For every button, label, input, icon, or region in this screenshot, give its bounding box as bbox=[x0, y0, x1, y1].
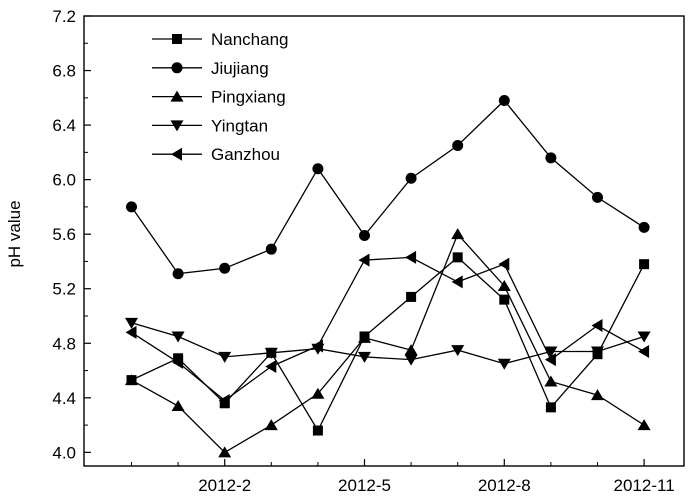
axis-ticks: 4.0 4.4 4.8 5.2 5.6 6.0 6.4 6.8 7.2 2012-2 2012-5 2… bbox=[52, 7, 674, 495]
legend-label-pingxiang: Pingxiang bbox=[211, 88, 286, 107]
data-point-ganzhou bbox=[125, 325, 137, 339]
data-point-ganzhou bbox=[405, 250, 417, 264]
x-tick-label: 2012-2 bbox=[198, 476, 251, 495]
data-point-pingxiang bbox=[171, 400, 185, 411]
data-point-jiujiang bbox=[126, 201, 137, 213]
data-point-nanchang bbox=[639, 259, 650, 270]
data-point-nanchang bbox=[312, 425, 323, 436]
data-point-nanchang bbox=[545, 402, 556, 413]
data-point-jiujiang bbox=[638, 221, 650, 233]
data-point-ganzhou bbox=[311, 339, 323, 353]
data-point-jiujiang bbox=[545, 152, 557, 164]
data-point-ganzhou bbox=[591, 319, 603, 333]
x-tick-label: 2012-5 bbox=[338, 476, 391, 495]
y-tick-label: 6.0 bbox=[52, 171, 76, 190]
data-point-yingtan bbox=[125, 317, 138, 329]
data-point-pingxiang bbox=[451, 228, 465, 240]
data-point-pingxiang bbox=[497, 280, 511, 291]
legend-marker-jiujiang bbox=[171, 62, 183, 74]
y-tick-label: 6.8 bbox=[52, 62, 76, 81]
data-point-jiujiang bbox=[592, 191, 603, 203]
legend-marker-nanchang bbox=[172, 34, 182, 44]
legend-label-ganzhou: Ganzhou bbox=[211, 145, 280, 164]
y-tick-label: 6.4 bbox=[52, 116, 76, 135]
data-point-ganzhou bbox=[451, 275, 463, 289]
data-point-jiujiang bbox=[219, 262, 231, 274]
data-point-ganzhou bbox=[172, 355, 184, 369]
data-point-nanchang bbox=[173, 353, 184, 364]
y-tick-label: 4.8 bbox=[52, 334, 76, 353]
legend-label-nanchang: Nanchang bbox=[211, 30, 289, 49]
data-point-pingxiang bbox=[311, 387, 325, 399]
y-tick-label: 7.2 bbox=[52, 7, 76, 26]
data-point-pingxiang bbox=[218, 446, 232, 458]
data-point-pingxiang bbox=[591, 389, 604, 401]
legend-label-jiujiang: Jiujiang bbox=[211, 59, 269, 78]
data-point-yingtan bbox=[171, 331, 185, 343]
data-point-pingxiang bbox=[125, 374, 138, 386]
data-point-yingtan bbox=[264, 347, 278, 359]
series-line-jiujiang bbox=[130, 99, 645, 275]
data-point-jiujiang bbox=[405, 172, 417, 184]
data-point-yingtan bbox=[544, 346, 558, 358]
y-tick-label: 5.2 bbox=[52, 280, 76, 299]
x-tick-label: 2012-11 bbox=[614, 476, 675, 495]
series-pingxiang bbox=[125, 228, 651, 458]
data-point-pingxiang bbox=[358, 331, 371, 343]
data-point-jiujiang bbox=[498, 95, 510, 107]
y-axis-label: pH value bbox=[5, 200, 24, 267]
data-point-jiujiang bbox=[452, 140, 464, 152]
data-point-ganzhou bbox=[498, 257, 510, 271]
data-point-yingtan bbox=[218, 351, 232, 363]
series-line-pingxiang bbox=[131, 232, 645, 454]
legend-item-yingtan: Yingtan bbox=[152, 116, 268, 135]
legend-marker-yingtan bbox=[170, 120, 184, 132]
data-point-yingtan bbox=[404, 354, 418, 366]
series-line-nanchang bbox=[131, 256, 645, 432]
series-lines bbox=[125, 95, 651, 458]
series-line-yingtan bbox=[131, 322, 645, 365]
data-point-yingtan bbox=[637, 331, 651, 343]
plot-frame bbox=[83, 15, 685, 467]
data-point-ganzhou bbox=[638, 344, 650, 358]
data-point-jiujiang bbox=[359, 230, 370, 242]
series-jiujiang bbox=[126, 95, 650, 280]
data-point-jiujiang bbox=[265, 243, 277, 255]
data-point-yingtan bbox=[497, 358, 511, 370]
legend-label-yingtan: Yingtan bbox=[211, 116, 268, 135]
legend-item-jiujiang: Jiujiang bbox=[152, 59, 269, 78]
data-point-nanchang bbox=[452, 252, 463, 263]
data-point-pingxiang bbox=[264, 419, 278, 431]
data-point-pingxiang bbox=[637, 419, 651, 431]
data-point-jiujiang bbox=[172, 268, 184, 280]
data-point-ganzhou bbox=[358, 253, 370, 267]
data-point-nanchang bbox=[499, 294, 510, 305]
data-point-ganzhou bbox=[544, 353, 556, 367]
data-point-yingtan bbox=[358, 351, 371, 363]
data-point-yingtan bbox=[591, 346, 604, 358]
legend-item-pingxiang: Pingxiang bbox=[152, 88, 286, 107]
legend-item-ganzhou: Ganzhou bbox=[152, 145, 280, 164]
legend-marker-ganzhou bbox=[171, 147, 182, 161]
y-tick-label: 4.4 bbox=[52, 389, 76, 408]
legend: Nanchang Jiujiang Pingxiang Yingtan Ganzhou bbox=[152, 30, 289, 164]
plot-area-border bbox=[83, 15, 685, 467]
y-tick-label: 4.0 bbox=[52, 443, 76, 462]
data-point-ganzhou bbox=[265, 359, 277, 373]
x-tick-label: 2012-8 bbox=[478, 476, 531, 495]
legend-marker-pingxiang bbox=[170, 90, 184, 102]
y-tick-label: 5.6 bbox=[52, 225, 76, 244]
legend-item-nanchang: Nanchang bbox=[152, 30, 289, 49]
data-point-ganzhou bbox=[218, 394, 230, 408]
data-point-jiujiang bbox=[312, 163, 324, 175]
data-point-yingtan bbox=[451, 345, 465, 357]
data-point-pingxiang bbox=[404, 344, 418, 356]
series-ganzhou bbox=[125, 250, 650, 408]
data-point-nanchang bbox=[406, 291, 417, 302]
series-line-ganzhou bbox=[131, 256, 645, 402]
data-point-pingxiang bbox=[544, 375, 558, 387]
